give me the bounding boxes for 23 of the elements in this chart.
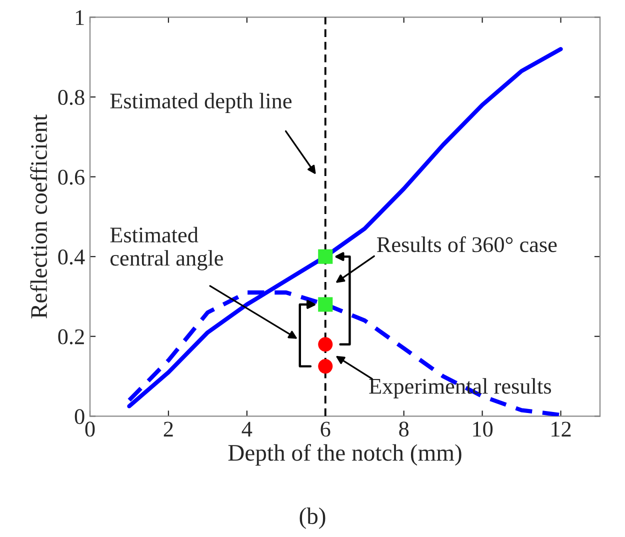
point xyxy=(318,297,333,312)
y-tick-label: 1 xyxy=(76,10,84,25)
annotation: Results of 360° case xyxy=(377,236,557,252)
x-axis-title: Depth of the notch (mm) xyxy=(228,444,462,466)
x-tick-label: 8 xyxy=(399,422,409,437)
x-tick-label: 4 xyxy=(242,422,252,436)
y-tick-label: 0.8 xyxy=(58,90,84,106)
y-axis-title: Reflection coefficient xyxy=(30,114,48,318)
x-tick-label: 0 xyxy=(85,422,95,437)
y-tick-label: 0.2 xyxy=(58,329,84,344)
annotation: Estimated depth line xyxy=(110,92,292,114)
x-tick-label: 12 xyxy=(552,422,571,436)
point xyxy=(318,337,333,352)
y-tick-label: 0 xyxy=(74,409,84,424)
x-tick-label: 2 xyxy=(164,422,173,436)
text: (b) xyxy=(300,508,326,529)
point xyxy=(318,359,333,374)
x-tick-label: 6 xyxy=(320,422,330,437)
y-tick-label: 0.4 xyxy=(58,250,85,265)
point xyxy=(318,249,333,264)
x-tick-label: 10 xyxy=(473,422,493,437)
annotation: Estimated central angle xyxy=(110,226,223,270)
y-tick-label: 0.6 xyxy=(58,170,84,185)
